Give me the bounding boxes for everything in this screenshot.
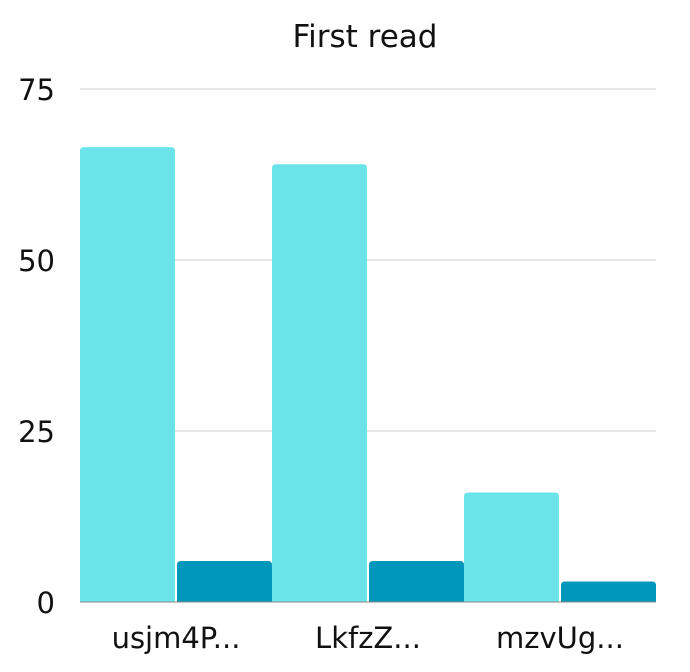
x-tick-label: mzvUg... [496,621,624,655]
y-tick-label: 25 [18,415,55,449]
y-tick-label: 0 [37,586,55,620]
bar-series-2 [177,560,272,602]
bar-series-1 [80,147,175,602]
bar-series-1 [464,492,559,602]
bars [80,147,656,603]
bar-series-2 [369,560,464,602]
y-tick-label: 50 [18,244,55,278]
x-axis-ticks: usjm4P... LkfzZ... mzvUg... [112,621,624,655]
gridlines [80,88,656,432]
bar-series-1 [272,164,367,603]
x-tick-label: LkfzZ... [315,621,421,655]
bar-series-2 [561,581,656,602]
y-tick-label: 75 [18,73,55,107]
chart-title: First read [293,19,438,55]
y-axis-ticks: 0 25 50 75 [18,73,55,620]
x-tick-label: usjm4P... [112,621,241,655]
